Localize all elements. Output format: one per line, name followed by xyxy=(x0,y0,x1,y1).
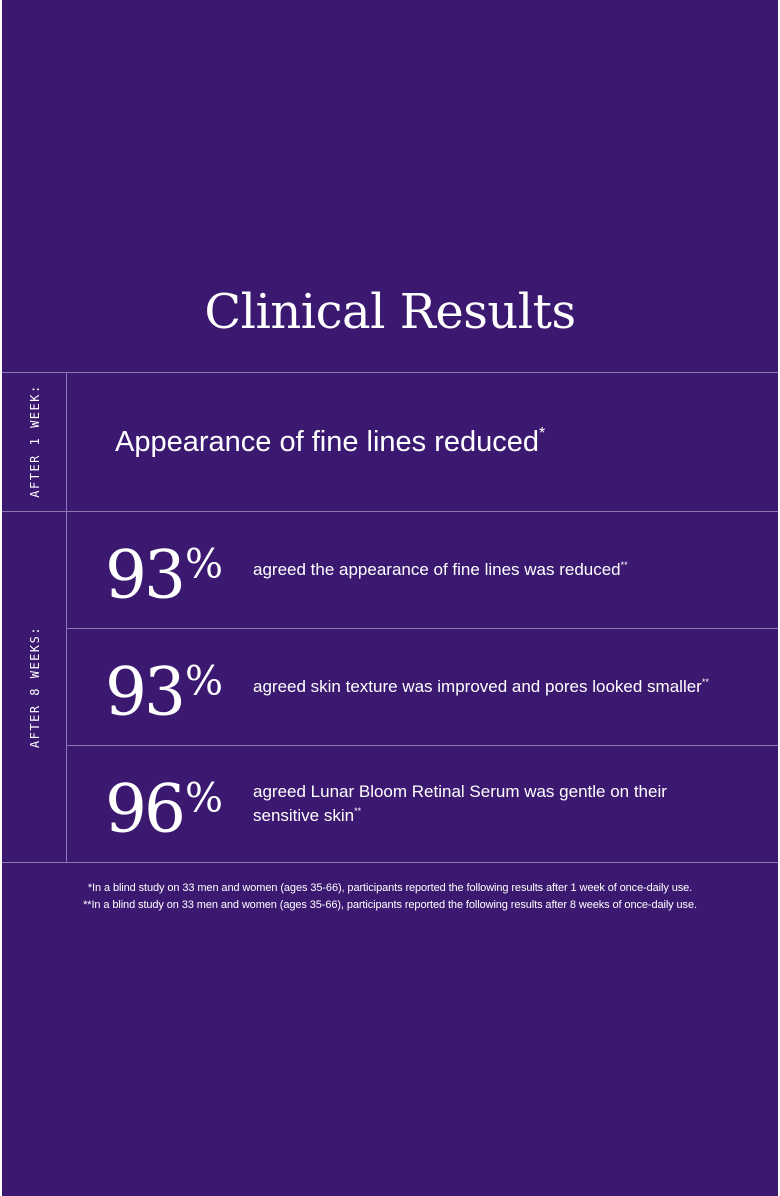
stat-row: 93% agreed skin texture was improved and… xyxy=(67,629,778,745)
stat-description-text: agreed skin texture was improved and por… xyxy=(253,677,702,696)
footnotes: *In a blind study on 33 men and women (a… xyxy=(2,880,778,914)
stat-percentage: 96% xyxy=(105,764,223,845)
stat-percentage: 93% xyxy=(105,647,223,728)
stat-percentage: 93% xyxy=(105,530,223,611)
week1-result-text: Appearance of fine lines reduced xyxy=(115,426,540,458)
after-8-weeks-label: AFTER 8 WEEKS: xyxy=(28,625,42,749)
stat-value: 96 xyxy=(105,770,186,848)
footnote-marker: ** xyxy=(701,677,709,687)
divider-stat-2 xyxy=(67,745,778,746)
stat-value: 93 xyxy=(105,536,186,614)
page-title: Clinical Results xyxy=(204,284,576,340)
percent-sign: % xyxy=(184,658,223,705)
after-1-week-label: AFTER 1 WEEK: xyxy=(28,384,42,498)
divider-bottom xyxy=(2,862,778,863)
percent-sign: % xyxy=(184,775,223,822)
stat-row: 96% agreed Lunar Bloom Retinal Serum was… xyxy=(67,746,778,862)
stat-description-text: agreed the appearance of fine lines was … xyxy=(253,560,621,579)
footnote-week1: *In a blind study on 33 men and women (a… xyxy=(87,882,693,894)
stat-description: agreed the appearance of fine lines was … xyxy=(253,558,763,582)
stat-value: 93 xyxy=(105,653,186,731)
divider-top xyxy=(2,372,778,373)
stat-description-text: agreed Lunar Bloom Retinal Serum was gen… xyxy=(253,782,667,825)
footnote-marker: * xyxy=(539,425,546,442)
divider-label-column xyxy=(66,372,67,863)
divider-week-separator xyxy=(2,511,778,512)
stat-row: 93% agreed the appearance of fine lines … xyxy=(67,512,778,628)
footnote-marker: ** xyxy=(620,560,628,570)
footnote-marker: ** xyxy=(354,806,362,816)
stat-description: agreed skin texture was improved and por… xyxy=(253,675,763,699)
week1-result: Appearance of fine lines reduced* xyxy=(115,422,545,462)
stat-description: agreed Lunar Bloom Retinal Serum was gen… xyxy=(253,780,723,828)
divider-stat-1 xyxy=(67,628,778,629)
footnote-week8: **In a blind study on 33 men and women (… xyxy=(83,899,697,911)
percent-sign: % xyxy=(184,541,223,588)
